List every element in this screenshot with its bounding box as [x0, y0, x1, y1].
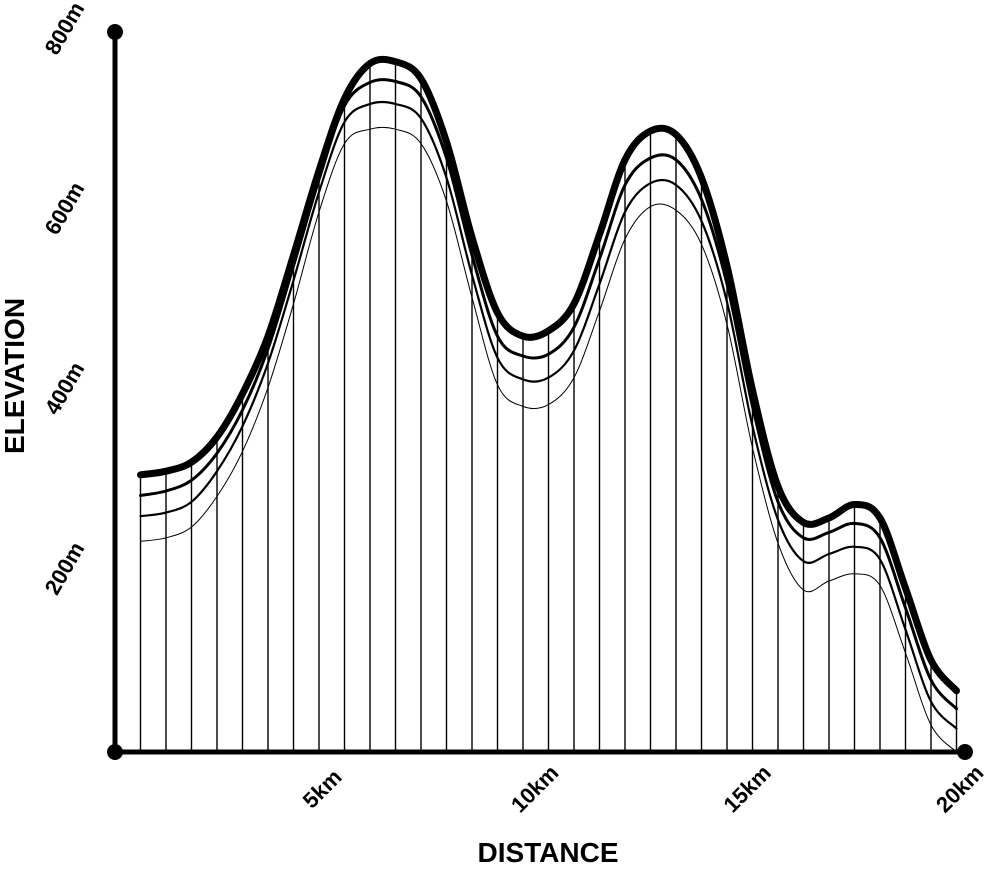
hatch-lines [139, 61, 958, 752]
y-tick-label: 600m [40, 178, 90, 239]
y-tick-label: 400m [40, 358, 90, 419]
y-tick-label: 800m [40, 0, 90, 59]
x-tick-label: 20km [931, 760, 988, 817]
x-tick-label: 5km [298, 764, 347, 813]
y-axis-title: ELEVATION [0, 298, 30, 454]
series-line-profile-4 [140, 126, 957, 753]
series-lines [137, 55, 960, 753]
axes [107, 24, 973, 760]
x-tick-label: 15km [718, 760, 775, 817]
x-tick-label: 10km [506, 760, 563, 817]
series-line-profile-1 [137, 55, 960, 695]
x-axis-end-dot [957, 744, 973, 760]
origin-dot [107, 744, 123, 760]
tick-labels: 5km 10km 15km 20km 200m 400m 600m 800m [40, 0, 989, 817]
y-axis-end-dot [107, 24, 123, 40]
y-tick-label: 200m [40, 538, 90, 599]
x-axis-title: DISTANCE [477, 837, 618, 868]
series-line-profile-3 [139, 100, 958, 730]
